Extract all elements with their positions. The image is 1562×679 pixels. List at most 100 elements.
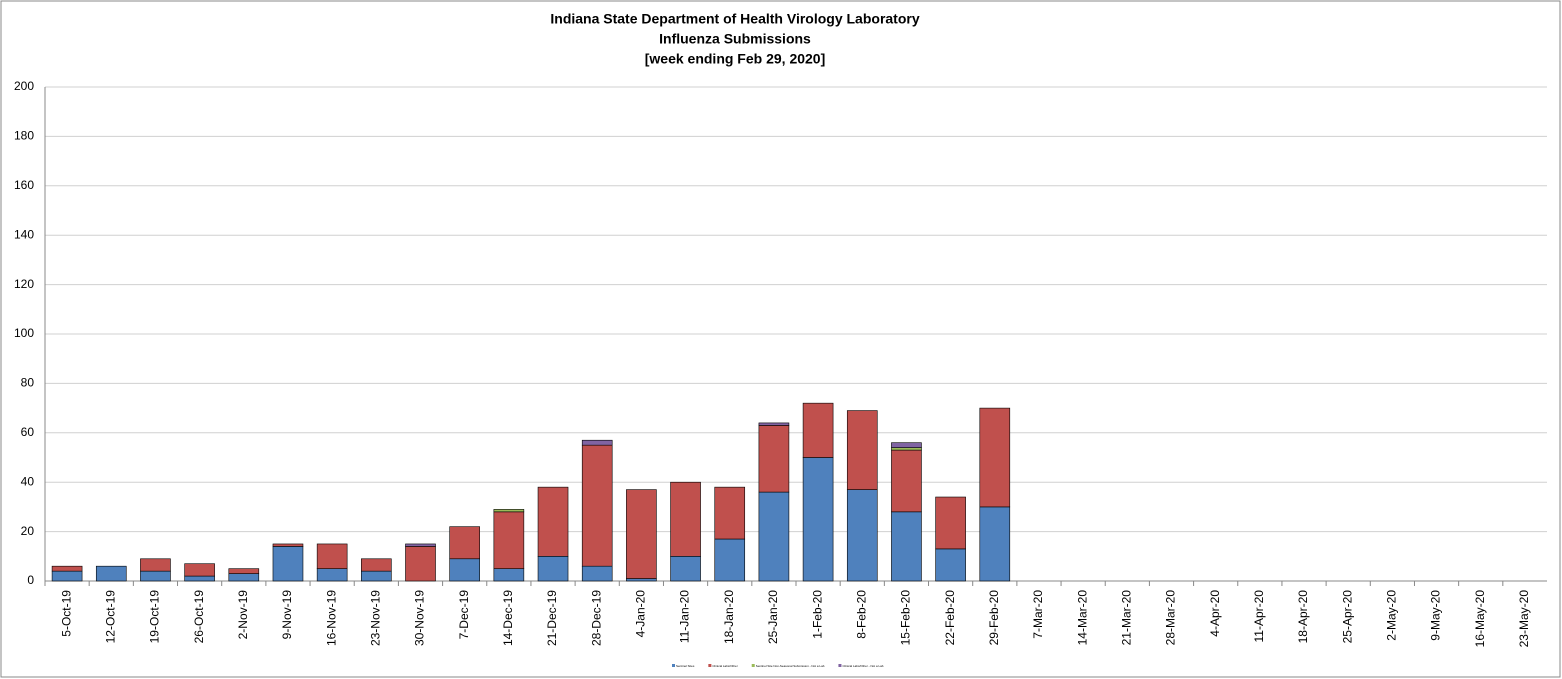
y-tick-label: 80 [21, 376, 35, 390]
bar-segment [140, 570, 171, 582]
bar-segment [670, 555, 701, 582]
x-tick-label: 25-Apr-20 [1340, 590, 1354, 644]
chart-title: Influenza Submissions [659, 31, 811, 47]
bar-segment [758, 425, 790, 493]
x-tick-label: 4-Jan-20 [634, 590, 648, 638]
y-tick-label: 120 [14, 277, 34, 291]
chart-title: Indiana State Department of Health Virol… [550, 11, 919, 27]
x-tick-label: 7-Mar-20 [1031, 590, 1045, 639]
bar-segment [51, 570, 83, 582]
x-tick-label: 26-Oct-19 [192, 590, 206, 644]
x-tick-label: 23-Nov-19 [368, 590, 382, 646]
y-tick-label: 20 [21, 524, 35, 538]
bar-segment [228, 568, 260, 574]
chart-title: [week ending Feb 29, 2020] [645, 51, 826, 67]
bar-segment [891, 511, 922, 582]
bar-segment [361, 570, 392, 582]
bar-segment [846, 489, 878, 582]
bar-segment [891, 447, 922, 451]
y-tick-label: 60 [21, 425, 35, 439]
bar-segment [493, 511, 525, 569]
bar-segment [140, 558, 171, 572]
bar-segment [51, 565, 83, 572]
bar-segment [581, 565, 613, 582]
x-tick-label: 9-May-20 [1429, 590, 1443, 641]
legend-swatch [838, 664, 842, 667]
x-tick-label: 1-Feb-20 [810, 590, 824, 639]
bar-segment [758, 491, 790, 582]
x-tick-label: 23-May-20 [1517, 590, 1531, 648]
legend-swatch [672, 664, 675, 667]
bar-segment [405, 546, 436, 582]
legend-label: Sentinel Sites [676, 664, 695, 668]
bar-segment [184, 563, 215, 577]
bar-segment [802, 402, 834, 458]
x-tick-label: 16-Nov-19 [324, 590, 338, 646]
x-tick-label: 21-Dec-19 [545, 590, 559, 646]
bar-segment [316, 543, 348, 569]
x-tick-label: 18-Apr-20 [1296, 590, 1310, 644]
legend-label: Clinical Labs/Other - Not a Lab [842, 664, 883, 668]
x-tick-label: 12-Oct-19 [103, 590, 117, 644]
bar-segment [714, 538, 746, 582]
x-tick-label: 29-Feb-20 [987, 590, 1001, 646]
x-tick-label: 21-Mar-20 [1119, 590, 1133, 646]
legend-label: Clinical Labs/Other [712, 664, 737, 668]
y-tick-label: 180 [14, 129, 34, 143]
bar-segment [935, 496, 966, 550]
bar-segment [626, 489, 657, 579]
y-tick-label: 100 [14, 326, 34, 340]
y-tick-label: 0 [27, 573, 34, 587]
x-tick-label: 22-Feb-20 [943, 590, 957, 646]
y-tick-label: 140 [14, 227, 34, 241]
bar-segment [493, 509, 525, 513]
bar-segment [758, 422, 790, 426]
bar-segment [979, 407, 1011, 508]
x-tick-label: 4-Apr-20 [1208, 590, 1222, 637]
legend-label: Sentinel Site Non-Seasonal Submission - … [756, 664, 825, 668]
x-tick-label: 11-Apr-20 [1252, 590, 1266, 643]
bar-segment [891, 449, 922, 513]
x-tick-label: 16-May-20 [1473, 590, 1487, 648]
bar-segment [581, 439, 613, 446]
y-tick-label: 200 [14, 79, 34, 93]
bar-segment [891, 442, 922, 448]
bar-segment [714, 486, 746, 540]
x-tick-label: 19-Oct-19 [148, 590, 162, 644]
bar-segment [626, 578, 657, 582]
bar-segment [405, 543, 436, 547]
bar-segment [361, 558, 392, 572]
bar-segment [537, 555, 569, 582]
bar-segment [802, 457, 834, 582]
x-tick-label: 2-May-20 [1385, 590, 1399, 641]
x-tick-label: 28-Mar-20 [1164, 590, 1178, 646]
x-tick-label: 7-Dec-19 [457, 590, 471, 640]
x-tick-label: 14-Dec-19 [501, 590, 515, 646]
bar-segment [449, 558, 480, 582]
y-tick-label: 160 [14, 178, 34, 192]
legend-swatch [708, 664, 712, 667]
bar-segment [228, 573, 260, 582]
bar-segment [537, 486, 569, 557]
bar-segment [935, 548, 966, 582]
bar-segment [581, 444, 613, 567]
y-tick-label: 40 [21, 474, 35, 488]
x-tick-label: 8-Feb-20 [854, 590, 868, 639]
x-tick-label: 14-Mar-20 [1075, 590, 1089, 646]
x-tick-label: 15-Feb-20 [899, 590, 913, 646]
bar-segment [272, 546, 304, 582]
bar-segment [979, 506, 1011, 582]
x-tick-label: 11-Jan-20 [678, 590, 692, 643]
x-tick-label: 2-Nov-19 [236, 590, 250, 640]
bar-segment [95, 565, 127, 582]
x-tick-label: 30-Nov-19 [413, 590, 427, 646]
bar-segment [449, 526, 480, 560]
x-tick-label: 9-Nov-19 [280, 590, 294, 640]
legend-swatch [751, 664, 755, 667]
x-tick-label: 25-Jan-20 [766, 590, 780, 644]
bar-segment [670, 481, 701, 557]
bar-segment [316, 568, 348, 582]
x-tick-label: 28-Dec-19 [589, 590, 603, 646]
bar-segment [493, 568, 525, 582]
